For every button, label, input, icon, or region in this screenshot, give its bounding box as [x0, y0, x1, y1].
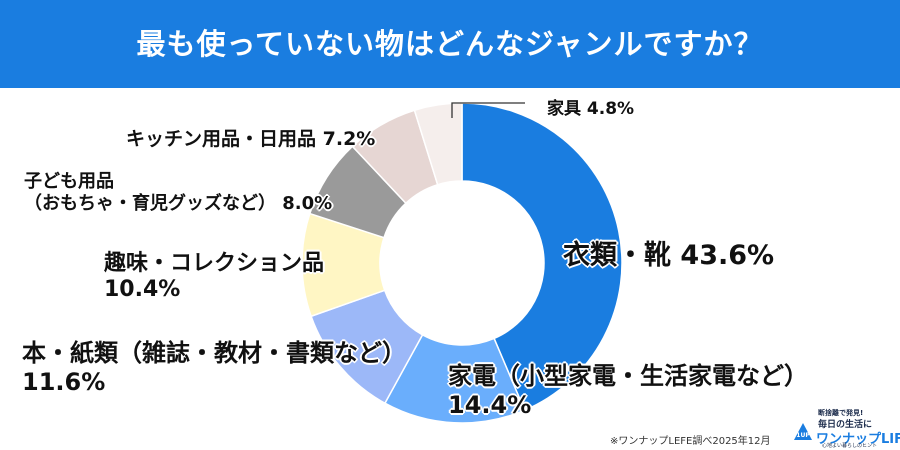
slice-furniture: [413, 102, 463, 186]
label-clothes-shoes: 衣類・靴 43.6%: [563, 240, 775, 271]
label-furniture: 家具 4.8%: [547, 99, 635, 119]
furniture-leader-line: [451, 102, 525, 118]
label-kitchen-daily: キッチン用品・日用品 7.2%: [126, 128, 376, 150]
chart-title: 最も使っていない物はどんなジャンルですか？: [136, 27, 764, 61]
label-books-paper: 本・紙類（雑誌・教材・書類など） 11.6%: [22, 339, 406, 396]
logo-top-text: 断捨離で発見!: [818, 409, 864, 417]
logo-sub-text: 心地よい暮らしのヒント: [822, 443, 878, 449]
brand-logo: 1UP 断捨離で発見! 毎日の生活に ワンナップLIFE 心地よい暮らしのヒント: [788, 408, 900, 449]
title-banner: 最も使っていない物はどんなジャンルですか？: [0, 0, 900, 88]
logo-mid-text: 毎日の生活に: [818, 420, 873, 430]
logo-main-text: ワンナップLIFE: [816, 432, 900, 447]
slice-clothes-shoes: [461, 102, 623, 412]
label-kids-goods: 子ども用品 （おもちゃ・育児グッズなど） 8.0%: [24, 171, 333, 214]
svg-text:1UP: 1UP: [796, 432, 810, 439]
logo-badge-icon: 1UP: [794, 423, 812, 440]
label-appliances: 家電（小型家電・生活家電など） 14.4%: [448, 362, 808, 419]
source-note: ※ワンナップLEFE調べ2025年12月: [610, 436, 771, 447]
label-hobby-collection: 趣味・コレクション品 10.4%: [104, 251, 325, 303]
